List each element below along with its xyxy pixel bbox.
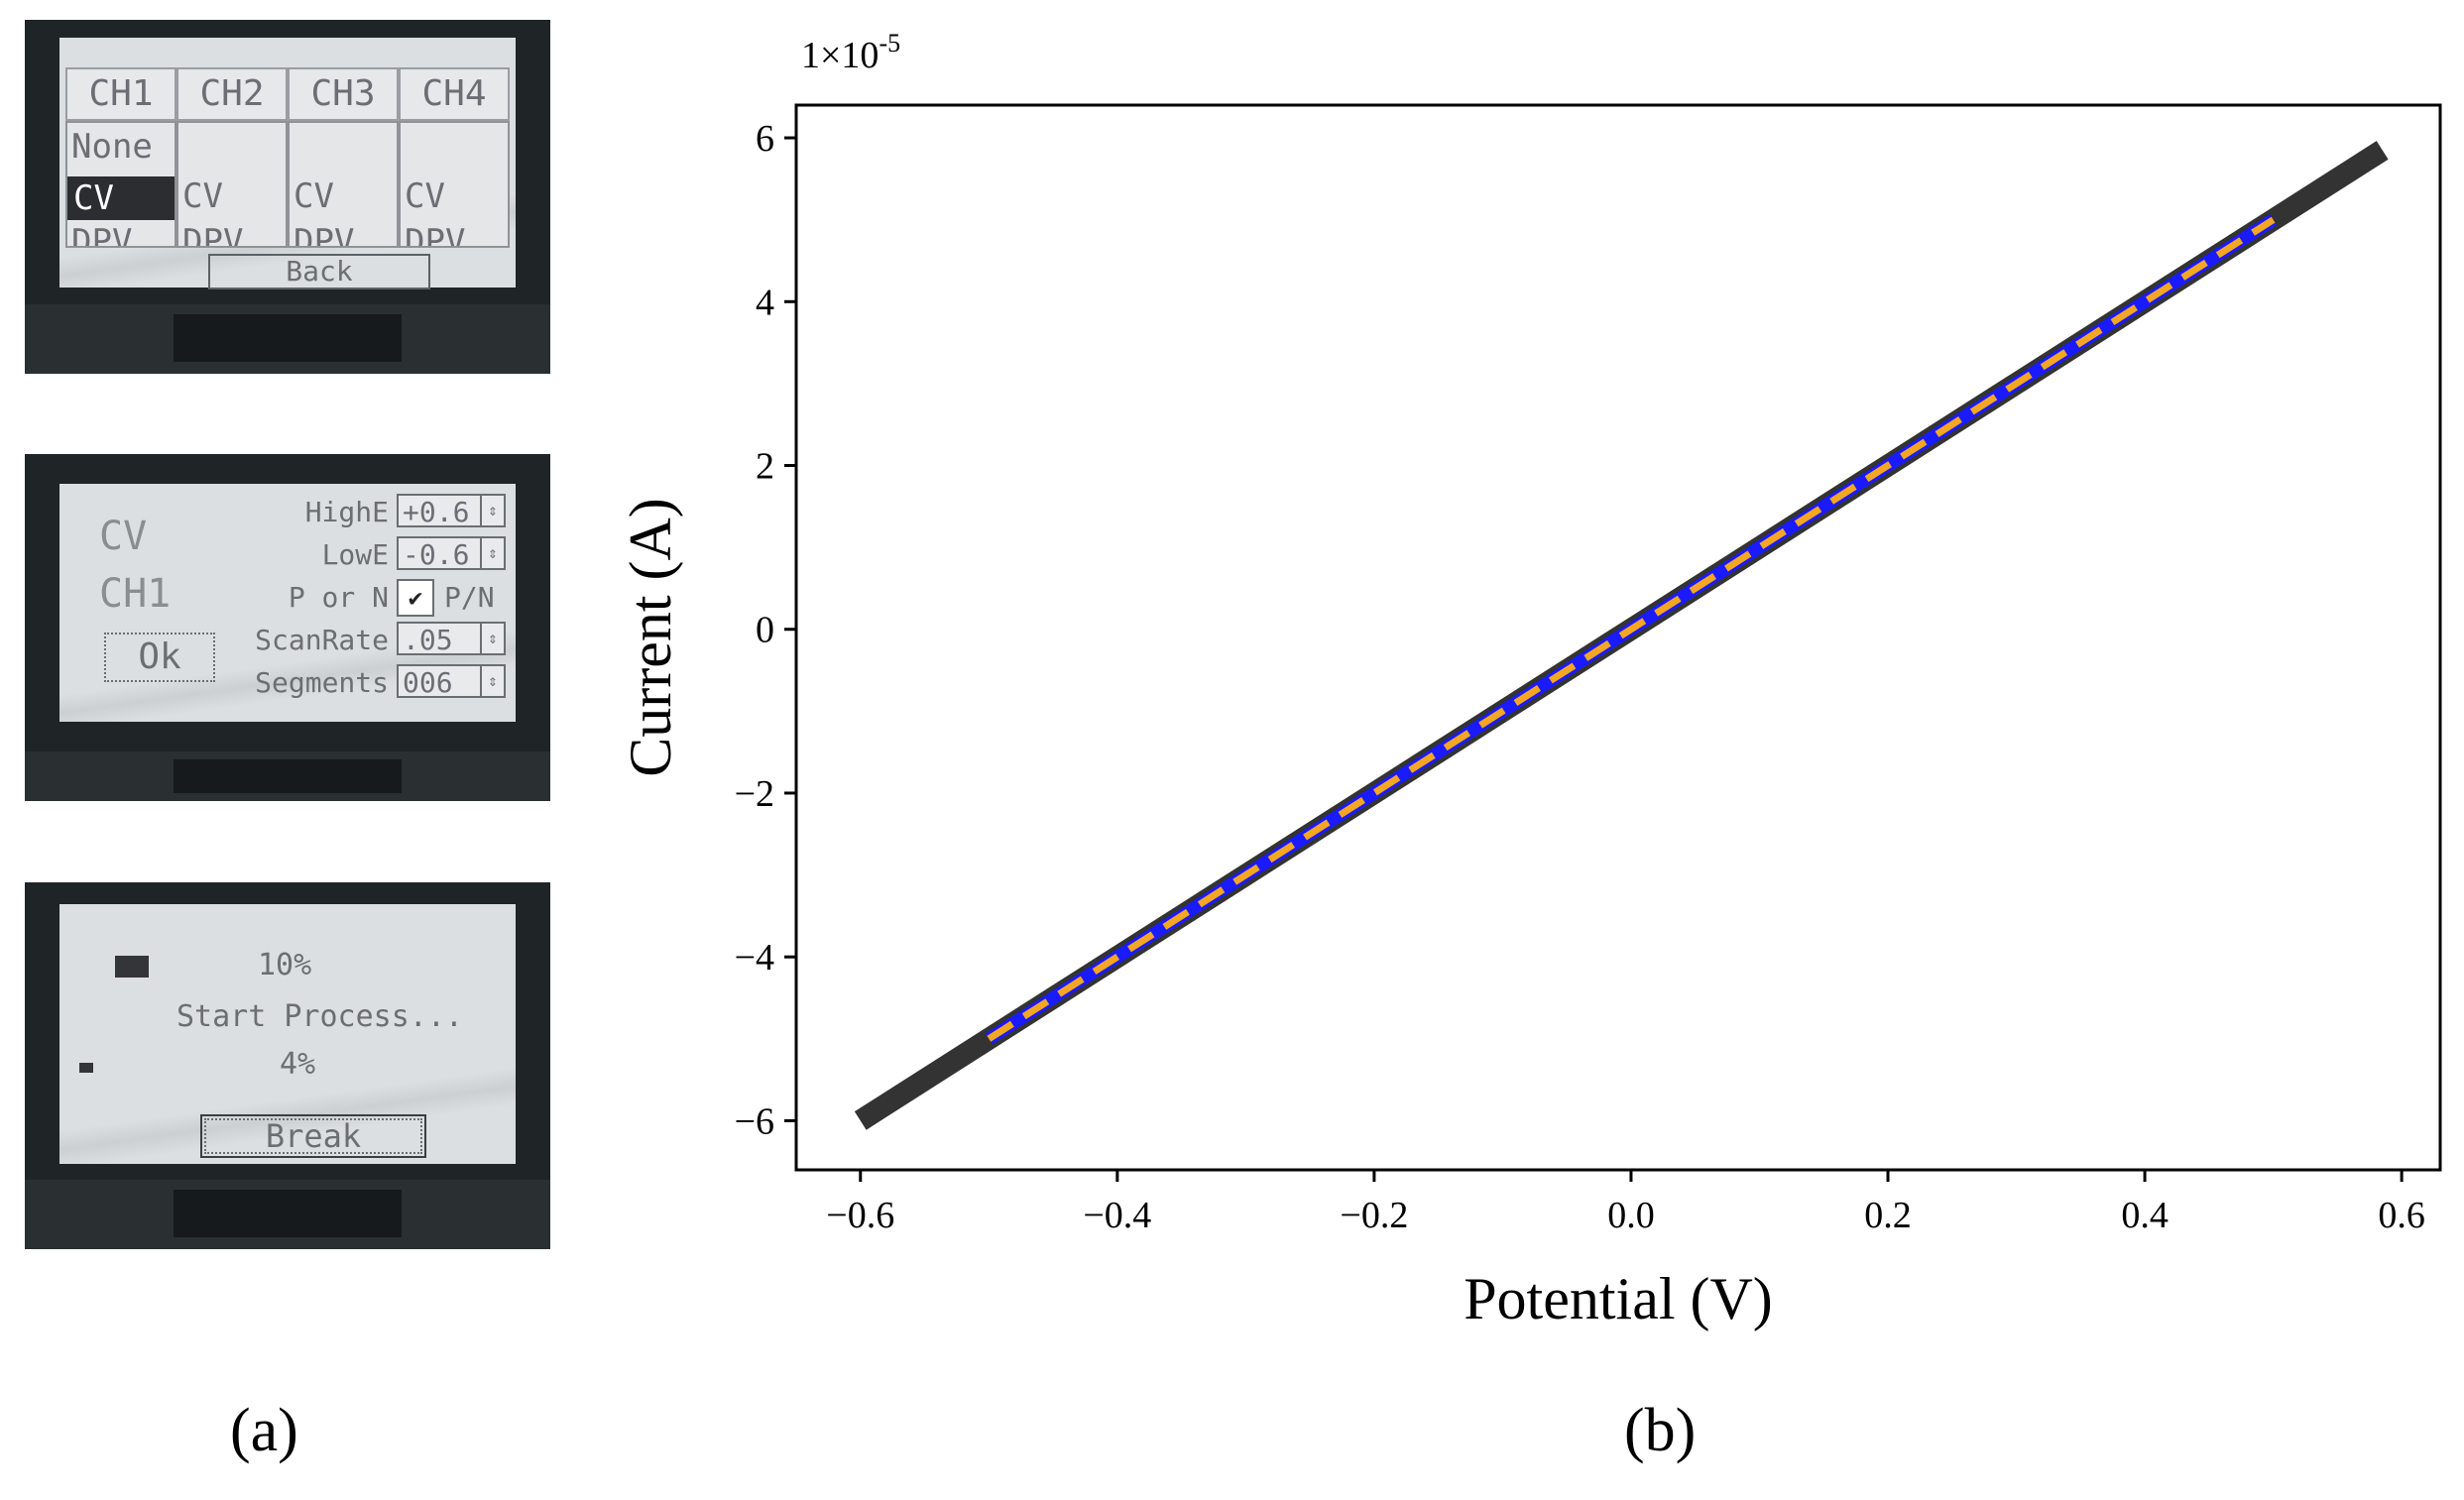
ok-button[interactable]: Ok xyxy=(104,633,215,682)
segments-value: 006 xyxy=(403,666,453,699)
x-tick-label: −0.4 xyxy=(1083,1195,1151,1236)
option-dpv[interactable]: DPV xyxy=(71,222,133,248)
mode-label: CV xyxy=(99,514,148,559)
progress-bar-bottom xyxy=(79,1063,93,1073)
progress-bar-top xyxy=(115,956,149,978)
ch2-options: CV DPV xyxy=(176,121,288,248)
spinner-icon[interactable]: ⇕ xyxy=(480,496,504,525)
series-line-3 xyxy=(987,216,2276,1042)
lowe-input[interactable]: -0.6 ⇕ xyxy=(397,536,506,571)
param-label-segments: Segments xyxy=(255,666,389,699)
option-none[interactable]: None xyxy=(71,127,153,167)
y-tick-label: 6 xyxy=(756,118,774,160)
progress-bottom-percent: 4% xyxy=(280,1047,316,1082)
lcd-bezel xyxy=(25,304,550,374)
tick-layer: −0.6 −0.4 −0.2 0.0 0.2 0.4 0.6 −6 −4 −2 0 2 4 6 xyxy=(735,118,2425,1236)
polarity-checkbox[interactable]: ✔ xyxy=(397,579,434,617)
option-cv[interactable]: CV xyxy=(293,176,334,216)
tab-ch2[interactable]: CH2 xyxy=(176,67,288,121)
tab-ch4[interactable]: CH4 xyxy=(399,67,510,121)
option-cv[interactable]: CV xyxy=(182,176,223,216)
scanrate-input[interactable]: .05 ⇕ xyxy=(397,622,506,656)
lcd-cv-parameters: CV CH1 Ok HighE +0.6 ⇕ LowE -0.6 ⇕ P or … xyxy=(25,454,550,801)
status-text: Start Process... xyxy=(176,999,463,1034)
x-tick-label: −0.2 xyxy=(1340,1195,1408,1236)
x-tick-label: 0.6 xyxy=(2378,1195,2425,1236)
option-dpv[interactable]: DPV xyxy=(182,222,244,248)
y-tick-label: 0 xyxy=(756,610,774,651)
tab-ch1[interactable]: CH1 xyxy=(65,67,176,121)
x-tick-label: 0.0 xyxy=(1607,1195,1655,1236)
back-button[interactable]: Back xyxy=(208,254,430,289)
segments-input[interactable]: 006 ⇕ xyxy=(397,664,506,699)
x-tick-label: −0.6 xyxy=(826,1195,894,1236)
option-dpv[interactable]: DPV xyxy=(405,222,466,248)
x-axis-title: Potential (V) xyxy=(1464,1266,1773,1331)
panel-label-a: (a) xyxy=(230,1397,298,1464)
lowe-value: -0.6 xyxy=(403,538,470,571)
lcd-connector xyxy=(174,314,402,362)
plot-frame xyxy=(794,103,2442,1172)
param-label-scanrate: ScanRate xyxy=(255,624,389,656)
y-tick-label: −2 xyxy=(735,773,774,815)
spinner-icon[interactable]: ⇕ xyxy=(480,666,504,696)
tab-ch3[interactable]: CH3 xyxy=(288,67,399,121)
lcd-screen: 10% Start Process... 4% Break xyxy=(59,904,516,1164)
spinner-icon[interactable]: ⇕ xyxy=(480,624,504,653)
ch3-options: CV DPV xyxy=(288,121,399,248)
channel-label: CH1 xyxy=(99,571,172,617)
lcd-connector xyxy=(174,1190,402,1237)
y-tick-label: 2 xyxy=(756,446,774,488)
param-label-polarity: P or N xyxy=(288,581,389,614)
series-layer xyxy=(854,141,2389,1130)
y-multiplier: 1×10-5 xyxy=(801,29,900,76)
x-tick-label: 0.4 xyxy=(2121,1195,2169,1236)
option-dpv[interactable]: DPV xyxy=(293,222,355,248)
y-axis-title: Current (A) xyxy=(618,498,683,777)
lcd-bezel xyxy=(25,1180,550,1249)
y-tick-label: −4 xyxy=(735,937,774,979)
y-tick-label: 4 xyxy=(756,282,774,323)
lcd-progress: 10% Start Process... 4% Break xyxy=(25,882,550,1249)
spinner-icon[interactable]: ⇕ xyxy=(480,538,504,568)
param-label-highe: HighE xyxy=(304,496,389,528)
panel-label-b: (b) xyxy=(1624,1397,1697,1464)
option-cv-selected[interactable]: CV xyxy=(67,176,175,220)
param-label-lowe: LowE xyxy=(321,538,389,571)
scanrate-value: .05 xyxy=(403,624,453,656)
break-button[interactable]: Break xyxy=(200,1114,426,1158)
highe-input[interactable]: +0.6 ⇕ xyxy=(397,494,506,528)
highe-value: +0.6 xyxy=(403,496,470,528)
lcd-channel-select: CH1 CH2 CH3 CH4 None CV DPV CV DPV CV DP… xyxy=(25,20,550,374)
lcd-screen: CV CH1 Ok HighE +0.6 ⇕ LowE -0.6 ⇕ P or … xyxy=(59,484,516,722)
option-cv[interactable]: CV xyxy=(405,176,445,216)
lcd-bezel xyxy=(25,751,550,801)
progress-top-percent: 10% xyxy=(258,948,312,982)
ch1-options: None CV DPV xyxy=(65,121,176,248)
lcd-screen: CH1 CH2 CH3 CH4 None CV DPV CV DPV CV DP… xyxy=(59,38,516,289)
lcd-connector xyxy=(174,759,402,793)
y-tick-label: −6 xyxy=(735,1100,774,1142)
ch4-options: CV DPV xyxy=(399,121,510,248)
x-tick-label: 0.2 xyxy=(1864,1195,1912,1236)
polarity-value: P/N xyxy=(444,581,495,614)
